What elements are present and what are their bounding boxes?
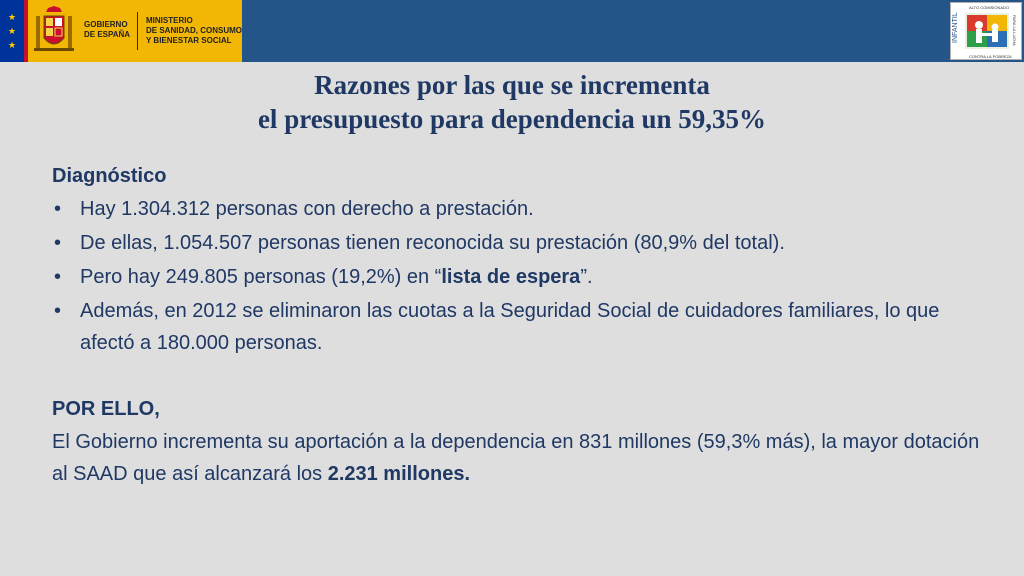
list-item-text: Además, en 2012 se eliminaron las cuotas… [80,300,940,354]
bullet-icon: • [54,198,62,220]
government-logo-block: ★ ★ ★ GOBIERNO DE ESPAÑA MINISTERIO DE S… [0,0,242,62]
list-item-text: Hay 1.304.312 personas con derecho a pre… [80,198,534,220]
conclusion-text: El Gobierno incrementa su aportación a l… [52,431,980,485]
eu-star-icon: ★ [8,27,17,37]
total-amount-emphasis: 2.231 millones. [327,463,470,485]
bullet-icon: • [54,266,62,288]
eu-star-icon: ★ [8,13,17,23]
bullet-icon: • [54,232,62,254]
logo-text-top: ALTO COMISIONADO [969,5,1010,10]
list-item: • Hay 1.304.312 personas con derecho a p… [52,193,982,225]
list-item: • Pero hay 249.805 personas (19,2%) en “… [52,261,982,293]
list-item: • De ellas, 1.054.507 personas tienen re… [52,227,982,259]
children-figures-icon [965,13,1009,49]
slide-title-line: el presupuesto para dependencia un 59,35… [257,104,767,134]
alto-comisionado-logo: ALTO COMISIONADO INFANTIL PARA LA LUCHA … [950,2,1022,60]
lista-de-espera-emphasis: lista de espera [441,266,581,288]
government-name-line: DE ESPAÑA [84,30,131,39]
government-name-line: GOBIERNO [84,20,128,29]
diagnostico-heading: Diagnóstico [52,165,167,187]
logo-text-bottom: CONTRA LA POBREZA [969,54,1012,59]
header-bar: ★ ★ ★ GOBIERNO DE ESPAÑA MINISTERIO DE S… [0,0,1024,62]
spacer [52,361,982,393]
list-item-text: ”. [580,266,593,288]
conclusion-paragraph: El Gobierno incrementa su aportación a l… [52,426,982,490]
ministry-name: MINISTERIO DE SANIDAD, CONSUMO Y BIENEST… [146,16,242,46]
slide-body: Diagnóstico • Hay 1.304.312 personas con… [52,160,982,490]
list-item: • Además, en 2012 se eliminaron las cuot… [52,295,982,359]
ministry-name-line: Y BIENESTAR SOCIAL [146,36,232,45]
slide-title: Razones por las que se incrementa el pre… [0,68,1024,136]
conclusion-heading: POR ELLO, [52,398,160,420]
coat-of-arms-icon [34,6,74,51]
bullet-icon: • [54,300,62,322]
ministry-name-line: DE SANIDAD, CONSUMO [146,26,242,35]
slide-title-line: Razones por las que se incrementa [314,70,710,100]
government-name: GOBIERNO DE ESPAÑA [84,20,130,40]
logo-text-right: PARA LA LUCHA [1012,15,1017,46]
logo-text-left: INFANTIL [952,12,959,43]
list-item-text: Pero hay 249.805 personas (19,2%) en “ [80,266,442,288]
diagnostico-list: • Hay 1.304.312 personas con derecho a p… [52,193,982,359]
eu-flag-icon: ★ ★ ★ [0,0,24,62]
flag-stripe [24,0,28,62]
list-item-text: De ellas, 1.054.507 personas tienen reco… [80,232,785,254]
ministry-name-line: MINISTERIO [146,16,193,25]
logo-divider [137,12,138,50]
eu-star-icon: ★ [8,41,17,51]
